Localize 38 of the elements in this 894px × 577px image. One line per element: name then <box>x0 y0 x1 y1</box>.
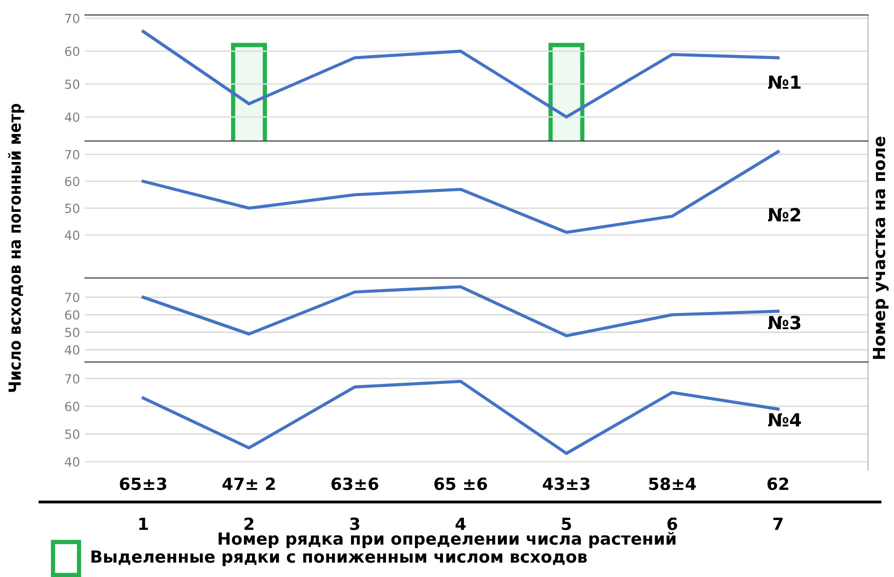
y-tick-label: 70 <box>65 14 80 24</box>
y-tick-label: 60 <box>65 310 80 320</box>
series-label: №3 <box>768 316 800 330</box>
x-axis-title: Номер рядка при определении числа растений <box>218 532 676 548</box>
text: 63±6 <box>331 478 378 490</box>
y-tick-label: 70 <box>65 150 80 160</box>
x-tick-label: 4 <box>456 518 466 530</box>
text: 43±3 <box>542 478 590 490</box>
legend-label: Выделенные рядки с пониженным числом всходов <box>92 550 587 566</box>
y-tick-label: 50 <box>65 429 80 439</box>
y-tick-label: 60 <box>65 176 80 186</box>
x-tick-label: 6 <box>667 518 678 530</box>
y-tick-label: 40 <box>64 112 80 122</box>
text: 58±4 <box>649 478 696 490</box>
series-label: №1 <box>768 76 801 89</box>
y-tick-label: 70 <box>65 374 80 384</box>
text: №2 <box>768 208 800 222</box>
x-tick-label: 1 <box>139 518 148 530</box>
x-tick-label: 2 <box>244 518 254 530</box>
x-tick-label: 7 <box>773 518 783 530</box>
y-tick-label: 50 <box>65 204 80 214</box>
y-tick-label: 60 <box>65 402 80 412</box>
x-tick-label: 3 <box>350 518 360 530</box>
text: 65 ±6 <box>434 478 488 490</box>
y-tick-label: 40 <box>64 230 80 240</box>
text: 65±3 <box>120 478 166 490</box>
x-tick-label: 5 <box>562 518 572 530</box>
y-axis-title: Число всходов на погонный метр <box>8 104 24 392</box>
text: 47± 2 <box>222 478 275 490</box>
series-label: №4 <box>768 413 801 426</box>
y-tick-label: 70 <box>65 292 80 302</box>
y-tick-label: 60 <box>65 46 80 56</box>
y2-axis-title: Номер участка на поле <box>872 136 889 359</box>
text: 62 <box>768 478 788 490</box>
y-tick-label: 40 <box>64 345 80 355</box>
y-tick-label: 40 <box>64 457 80 467</box>
y-tick-label: 50 <box>65 80 80 90</box>
y-tick-label: 50 <box>65 328 80 338</box>
